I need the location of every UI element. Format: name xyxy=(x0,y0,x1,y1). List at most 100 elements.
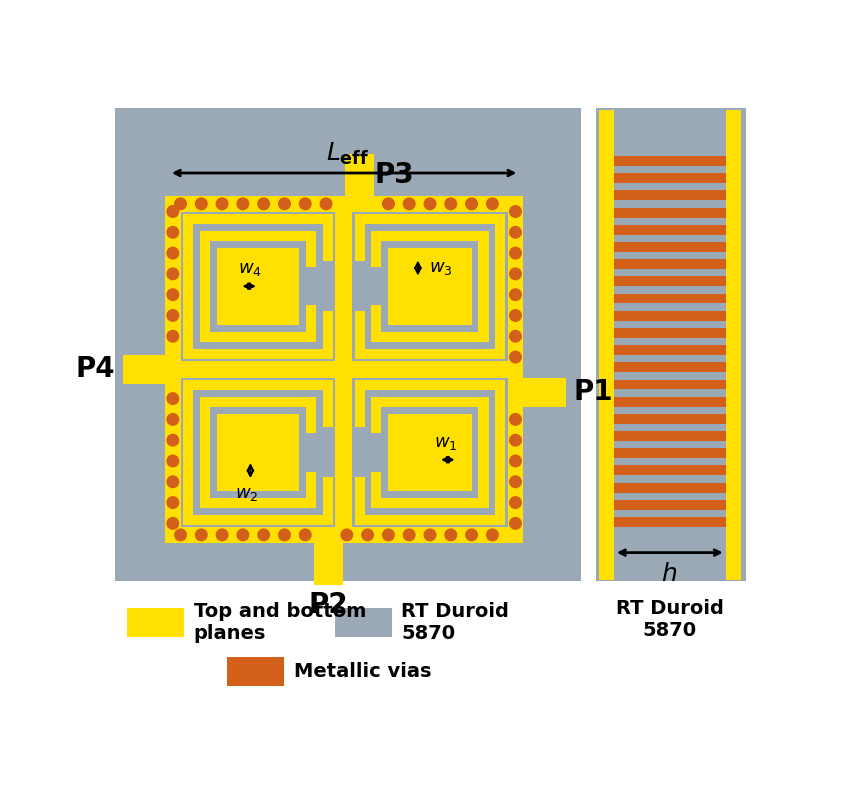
Bar xyxy=(226,657,285,686)
Bar xyxy=(306,230,316,342)
Circle shape xyxy=(167,455,179,466)
Text: $\mathit{h}$: $\mathit{h}$ xyxy=(661,562,678,586)
Circle shape xyxy=(509,268,521,280)
Bar xyxy=(183,380,333,390)
Circle shape xyxy=(509,434,521,446)
Circle shape xyxy=(509,476,521,487)
Text: RT Duroid
5870: RT Duroid 5870 xyxy=(402,602,509,643)
Bar xyxy=(180,361,508,378)
Bar xyxy=(614,156,726,166)
Bar xyxy=(371,332,488,342)
Circle shape xyxy=(167,268,179,280)
Circle shape xyxy=(195,198,207,210)
Bar xyxy=(614,225,726,234)
Circle shape xyxy=(382,529,394,541)
Bar xyxy=(614,406,726,414)
Bar xyxy=(614,242,726,252)
Bar xyxy=(614,500,726,510)
Bar xyxy=(614,166,726,174)
Bar xyxy=(371,397,381,508)
Bar xyxy=(614,252,726,259)
Bar xyxy=(614,218,726,225)
Bar xyxy=(183,380,333,525)
Bar xyxy=(371,434,381,472)
Bar xyxy=(614,362,726,372)
Bar xyxy=(614,482,726,493)
Text: Top and bottom
planes: Top and bottom planes xyxy=(194,602,366,643)
Bar xyxy=(354,214,505,224)
Bar xyxy=(306,267,316,306)
Bar xyxy=(495,380,505,525)
Circle shape xyxy=(258,529,269,541)
Circle shape xyxy=(509,518,521,529)
Bar xyxy=(371,230,488,241)
Circle shape xyxy=(237,198,248,210)
Text: $w_1$: $w_1$ xyxy=(434,434,458,452)
Bar xyxy=(183,214,333,224)
Bar xyxy=(183,214,193,358)
Circle shape xyxy=(509,226,521,238)
Bar xyxy=(614,190,726,200)
Circle shape xyxy=(382,198,394,210)
Bar xyxy=(354,427,365,477)
Bar xyxy=(614,276,726,286)
Bar xyxy=(614,110,726,156)
Bar xyxy=(614,493,726,500)
Bar xyxy=(478,230,488,342)
Circle shape xyxy=(167,226,179,238)
Circle shape xyxy=(403,198,415,210)
Bar xyxy=(614,269,726,276)
Bar xyxy=(323,427,333,477)
Text: P1: P1 xyxy=(573,378,613,406)
Bar xyxy=(614,200,726,208)
Circle shape xyxy=(320,198,332,210)
Circle shape xyxy=(300,529,311,541)
Circle shape xyxy=(167,393,179,404)
Bar xyxy=(614,475,726,482)
Circle shape xyxy=(487,529,498,541)
Bar xyxy=(614,397,726,406)
Bar xyxy=(323,380,333,525)
Bar xyxy=(614,390,726,397)
Circle shape xyxy=(424,198,436,210)
Circle shape xyxy=(258,198,269,210)
Bar xyxy=(183,380,193,525)
Circle shape xyxy=(195,529,207,541)
Circle shape xyxy=(509,247,521,259)
Circle shape xyxy=(167,247,179,259)
Text: P3: P3 xyxy=(375,162,414,190)
Bar xyxy=(180,211,508,527)
Bar xyxy=(371,498,488,508)
Bar xyxy=(371,230,488,342)
Bar xyxy=(614,424,726,431)
Bar xyxy=(614,510,726,517)
Text: P2: P2 xyxy=(308,591,348,619)
Bar xyxy=(216,414,299,491)
Bar xyxy=(183,515,333,525)
Circle shape xyxy=(509,455,521,466)
Bar xyxy=(599,110,614,579)
Bar xyxy=(614,208,726,218)
Bar xyxy=(354,380,505,525)
Bar xyxy=(614,379,726,390)
Bar xyxy=(371,397,488,407)
Bar xyxy=(314,527,343,585)
Bar xyxy=(614,526,726,579)
Bar xyxy=(354,515,505,525)
Bar xyxy=(306,397,316,508)
Circle shape xyxy=(487,198,498,210)
Bar xyxy=(614,294,726,303)
Circle shape xyxy=(167,497,179,508)
Bar xyxy=(614,414,726,424)
Text: Metallic vias: Metallic vias xyxy=(294,662,431,681)
Circle shape xyxy=(509,310,521,322)
Bar xyxy=(726,110,741,579)
Bar xyxy=(614,448,726,458)
Bar xyxy=(614,441,726,448)
Bar xyxy=(614,310,726,321)
Bar xyxy=(200,230,210,342)
Bar xyxy=(165,196,523,542)
Bar xyxy=(115,107,581,581)
Bar xyxy=(183,214,333,358)
Bar xyxy=(200,397,316,407)
